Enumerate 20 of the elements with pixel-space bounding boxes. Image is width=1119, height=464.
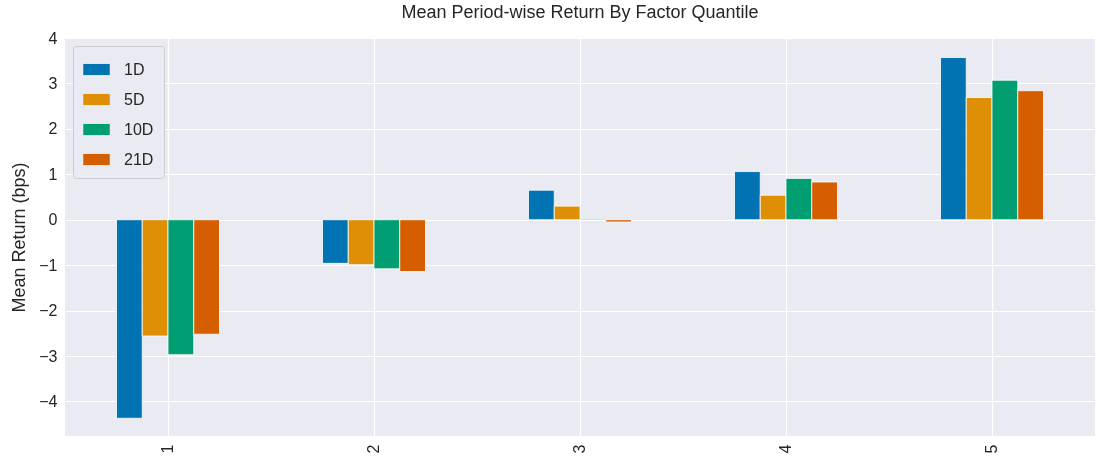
x-tick-label: 4 (777, 444, 794, 454)
x-tick-label: 5 (983, 444, 1000, 454)
y-tick-label: 1 (48, 165, 58, 183)
y-tick-label: 2 (48, 120, 58, 138)
x-tick-label: 3 (571, 444, 588, 454)
y-tick-label: −4 (39, 392, 58, 410)
y-axis-title: Mean Return (bps) (9, 162, 30, 313)
y-tick-label: −2 (39, 302, 58, 320)
legend-label: 5D (124, 90, 145, 108)
y-tick-label: −3 (39, 347, 58, 365)
x-tick-label: 2 (365, 444, 382, 454)
y-tick-label: 0 (48, 211, 58, 229)
y-tick-label: 3 (48, 74, 58, 92)
legend-label: 21D (124, 150, 154, 168)
y-tick-label: 4 (48, 29, 58, 47)
legend-label: 10D (124, 120, 154, 138)
y-tick-label: −1 (39, 256, 58, 274)
legend-label: 1D (124, 60, 145, 78)
chart-title: Mean Period-wise Return By Factor Quantile (401, 2, 759, 22)
x-tick-label: 1 (159, 444, 176, 454)
